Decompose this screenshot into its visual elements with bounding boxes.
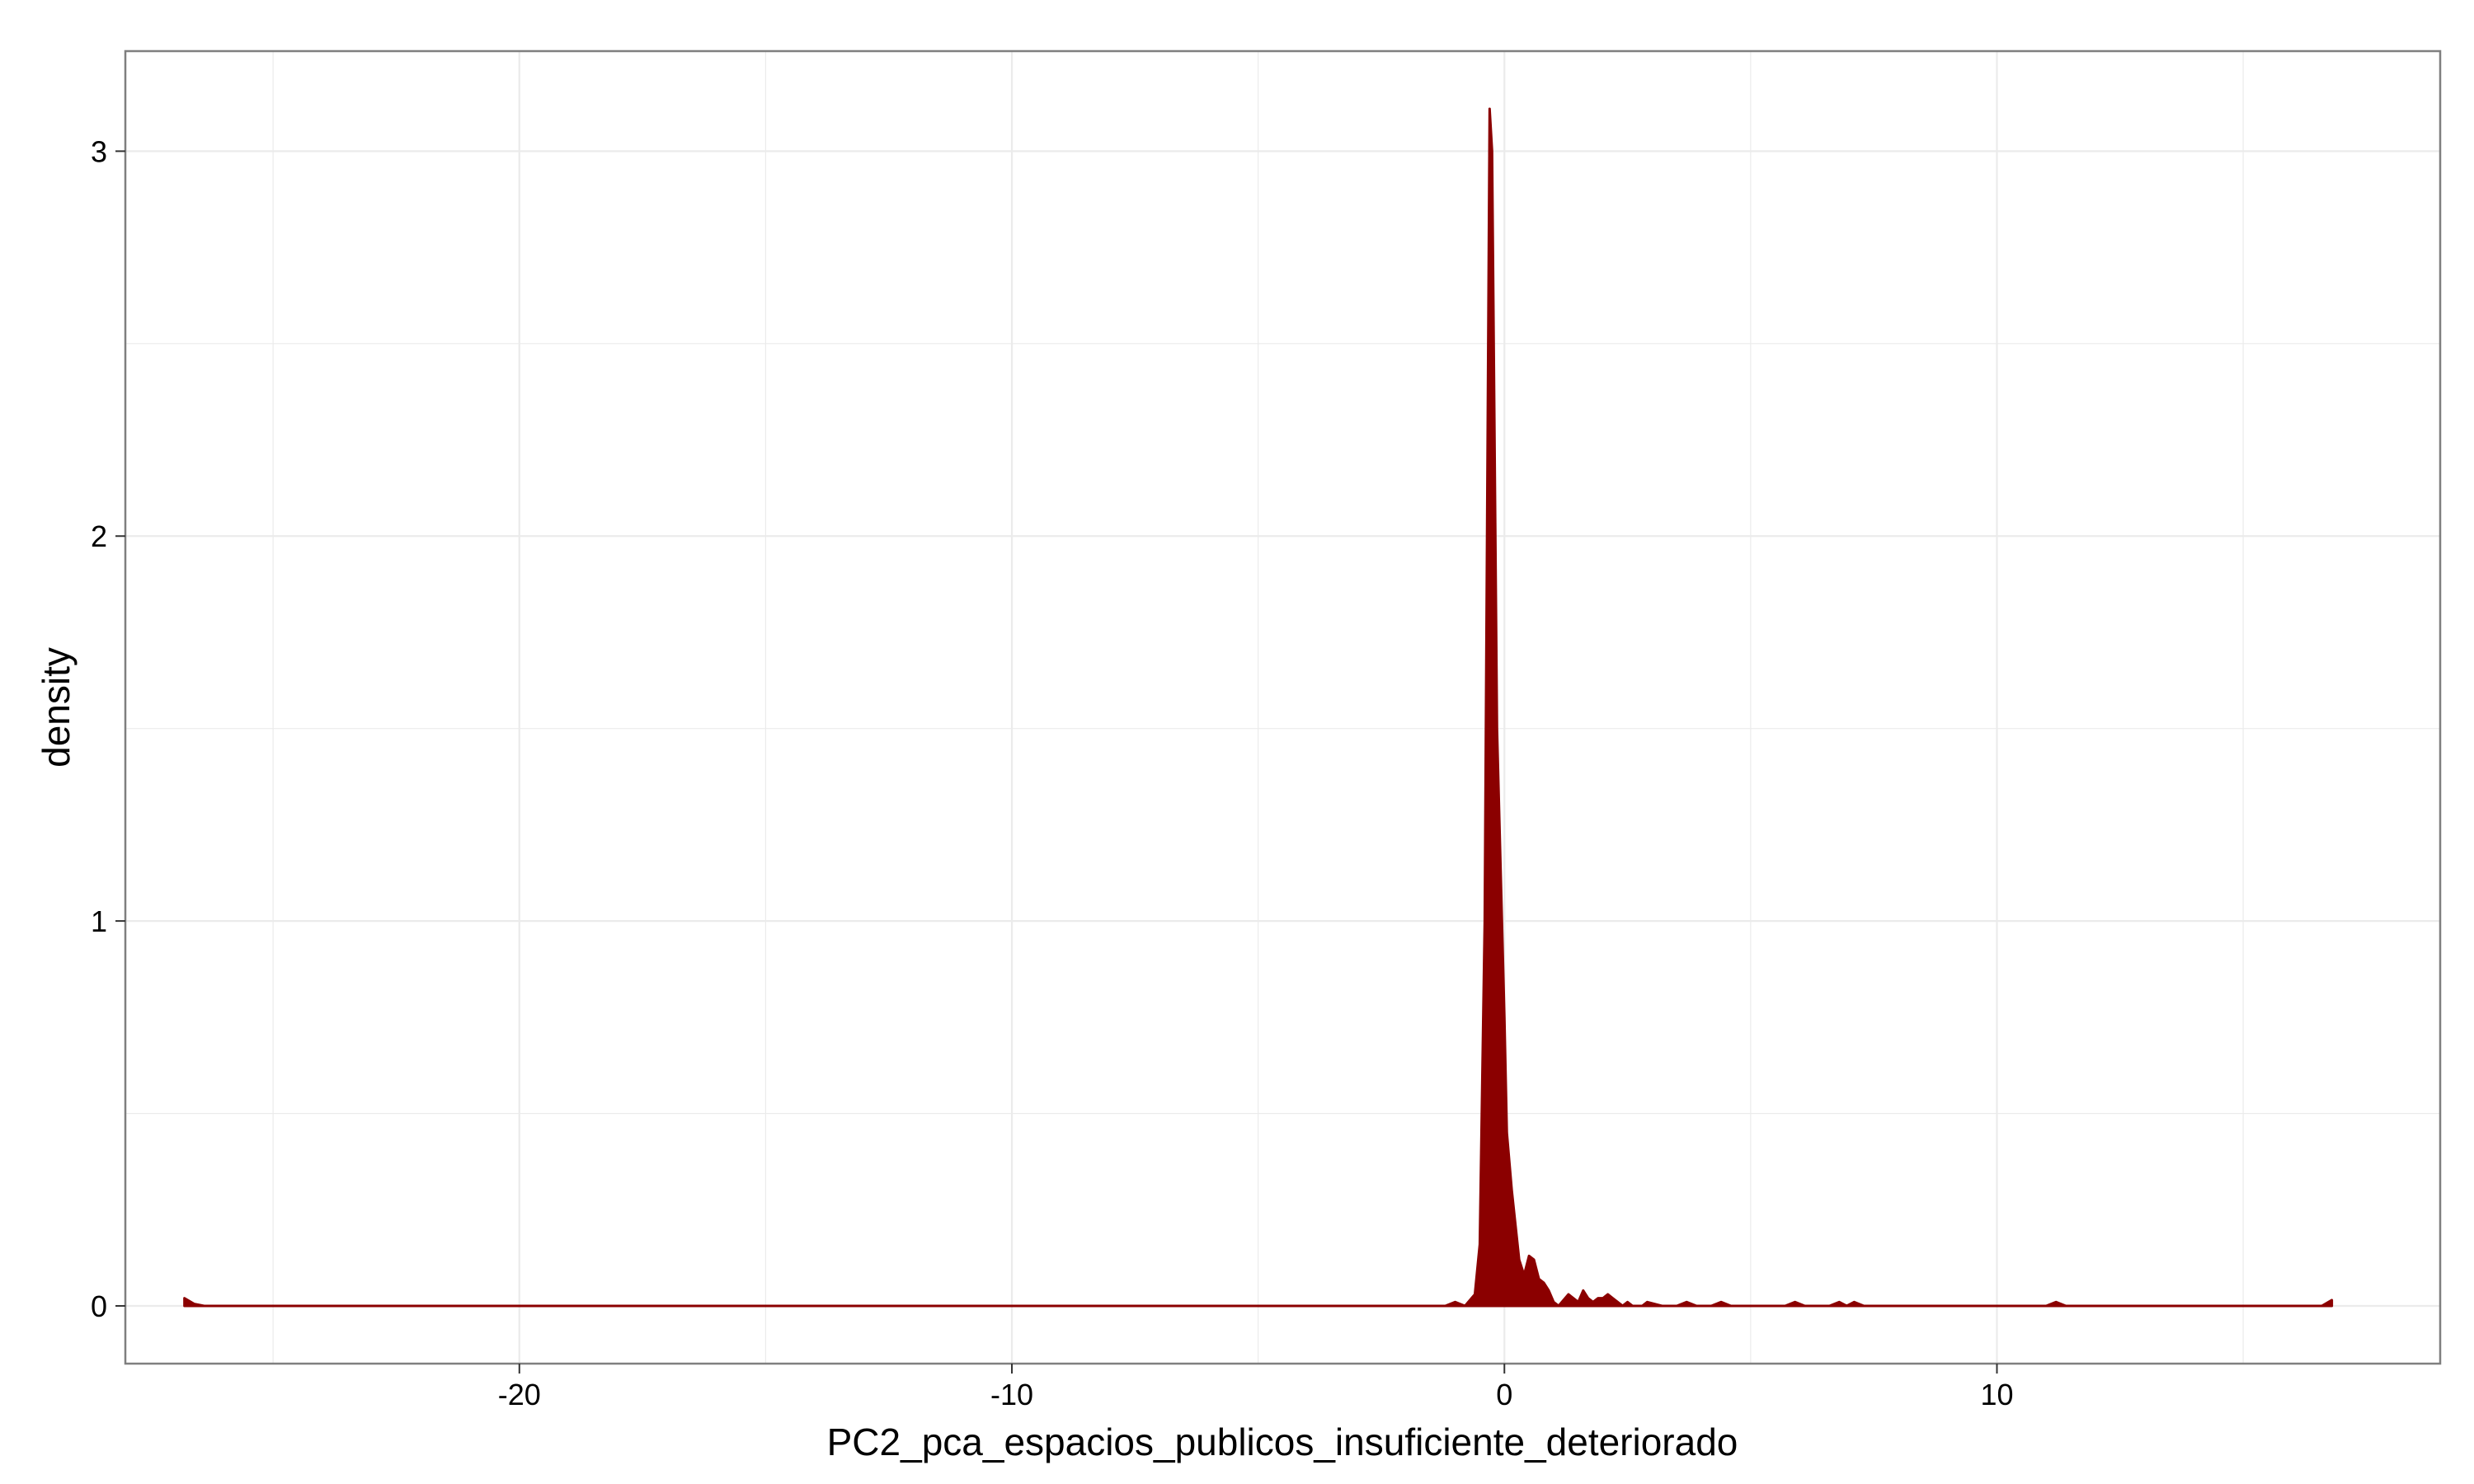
density-area [183,107,2334,1308]
y-tick-label: 1 [91,904,107,938]
x-tick-label: 0 [1496,1378,1512,1411]
y-axis-title: density [35,647,78,768]
axis-ticks: -20 -10 0 10 0 1 2 3 [91,134,2014,1411]
x-axis-title: PC2_pca_espacios_publicos_insuficiente_d… [827,1421,1738,1463]
density-area-layer [183,107,2334,1308]
plot-panel-border [124,49,2442,1365]
y-tick-label: 3 [91,134,107,168]
plot-panel [125,51,2440,1364]
y-tick-label: 0 [91,1289,107,1323]
y-tick-label: 2 [91,519,107,553]
x-tick-label: 10 [1980,1378,2013,1411]
x-tick-label: -20 [498,1378,541,1411]
x-tick-label: -10 [990,1378,1033,1411]
